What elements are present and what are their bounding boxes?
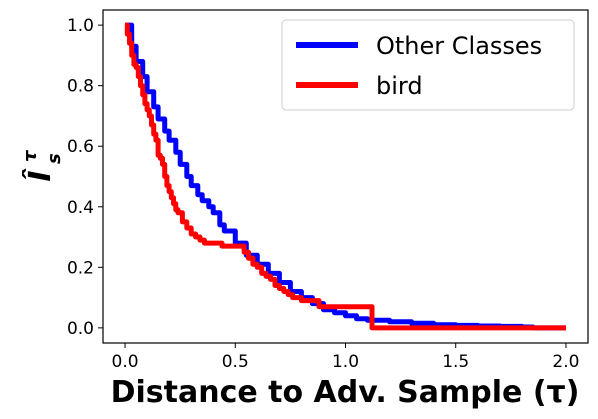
legend-label: bird [376, 72, 423, 100]
y-tick-label: 0.4 [67, 198, 94, 218]
legend: Other Classes bird [281, 19, 575, 111]
x-tick-label: 1.0 [332, 352, 359, 372]
series-line-bird [124, 22, 566, 331]
y-axis-ticks: 0.0 0.2 0.4 0.6 0.8 1.0 [67, 16, 103, 339]
x-tick-label: 2.0 [552, 352, 579, 372]
series-layer [124, 22, 566, 331]
y-tick-label: 0.0 [67, 319, 94, 339]
y-tick-label: 1.0 [67, 16, 94, 36]
y-tick-label: 0.2 [67, 258, 94, 278]
y-axis-title-main: Î [22, 168, 58, 182]
x-tick-label: 0.0 [112, 352, 139, 372]
x-axis-title: Distance to Adv. Sample (τ) [111, 375, 580, 410]
x-tick-label: 0.5 [222, 352, 249, 372]
y-axis-title: Îτ s [20, 150, 65, 182]
y-axis-title-superscript: τ [20, 150, 41, 162]
x-tick-label: 1.5 [442, 352, 469, 372]
y-tick-label: 0.6 [67, 137, 94, 157]
legend-label: Other Classes [376, 32, 542, 60]
y-axis-title-subscript: s [44, 153, 65, 164]
x-axis-ticks: 0.0 0.5 1.0 1.5 2.0 [112, 343, 579, 372]
y-tick-label: 0.8 [67, 77, 94, 97]
